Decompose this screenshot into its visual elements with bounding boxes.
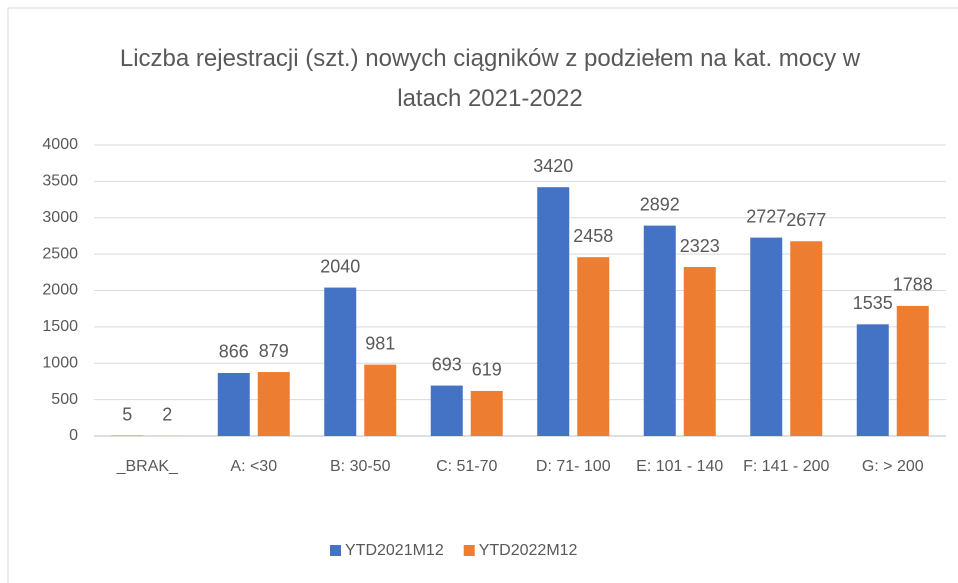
x-tick-label: E: 101 - 140 [636, 458, 723, 475]
bar [430, 385, 463, 436]
bar [470, 390, 503, 436]
value-label: 2323 [680, 236, 720, 256]
x-tick-label: B: 30-50 [330, 458, 391, 475]
value-label: 1788 [893, 275, 933, 295]
y-tick-label: 500 [51, 391, 78, 408]
value-label: 2 [162, 405, 172, 425]
y-tick-label: 3500 [42, 173, 78, 190]
x-tick-label: A: <30 [230, 458, 277, 475]
value-label: 1535 [853, 293, 893, 313]
legend-swatch [330, 545, 341, 556]
value-label: 693 [432, 354, 462, 374]
x-tick-label: G: > 200 [862, 458, 924, 475]
legend-label: YTD2021M12 [345, 542, 444, 559]
bar [577, 257, 610, 436]
bar [537, 187, 570, 436]
value-label: 2677 [786, 210, 826, 230]
value-label: 2458 [573, 226, 613, 246]
x-tick-label: _BRAK_ [116, 458, 179, 475]
x-tick-label: D: 71- 100 [536, 458, 611, 475]
bar [257, 372, 290, 436]
bar [324, 287, 357, 436]
y-tick-label: 1500 [42, 318, 78, 335]
y-tick-label: 3000 [42, 209, 78, 226]
bar [683, 267, 716, 436]
x-tick-label: F: 141 - 200 [743, 458, 829, 475]
bar [856, 324, 889, 436]
value-label: 981 [365, 333, 395, 353]
legend-label: YTD2022M12 [479, 542, 578, 559]
bar [217, 372, 250, 436]
value-label: 879 [259, 341, 289, 361]
bar [364, 364, 397, 436]
legend-swatch [463, 545, 475, 556]
bar [750, 237, 783, 436]
value-label: 2040 [320, 256, 360, 276]
value-label: 5 [122, 404, 132, 424]
value-label: 2892 [640, 194, 680, 214]
value-label: 2727 [746, 206, 786, 226]
value-label: 3420 [533, 156, 573, 176]
x-tick-label: C: 51-70 [436, 458, 497, 475]
chart-title: Liczba rejestracji (szt.) nowych ciągnik… [120, 45, 861, 112]
y-tick-label: 4000 [42, 136, 78, 153]
value-label: 866 [219, 342, 249, 362]
bar [896, 305, 929, 436]
y-tick-label: 2000 [42, 282, 78, 299]
bar [790, 241, 823, 436]
y-tick-label: 1000 [42, 354, 78, 371]
bar [643, 225, 676, 436]
y-tick-label: 2500 [42, 245, 78, 262]
y-tick-label: 0 [69, 427, 78, 444]
value-label: 619 [472, 360, 502, 380]
